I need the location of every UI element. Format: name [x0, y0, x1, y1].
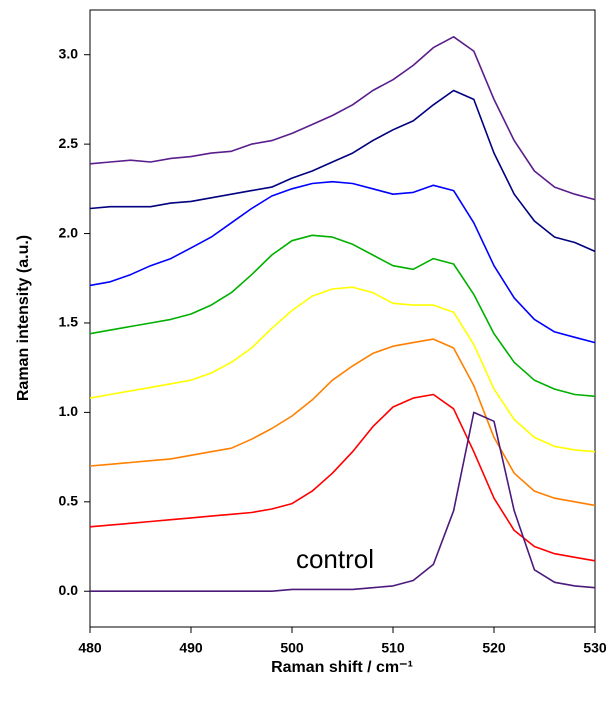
y-tick-label: 2.0: [59, 224, 79, 240]
series-line: [89, 36, 596, 201]
y-tick-label: 1.0: [59, 403, 79, 419]
x-tick-label: 510: [381, 640, 405, 656]
series-line: [89, 286, 596, 453]
y-axis-title: Raman intensity (a.u.): [15, 235, 32, 401]
x-axis-title: Raman shift / cm⁻¹: [271, 659, 413, 676]
x-tick-label: 500: [280, 640, 304, 656]
series-line: [89, 393, 596, 562]
plot-frame: [89, 9, 596, 628]
x-tick-label: 530: [583, 640, 607, 656]
y-tick-label: 0.0: [59, 582, 79, 598]
annotation: control: [296, 544, 374, 574]
y-tick-label: 3.0: [59, 45, 79, 61]
series-line: [89, 89, 596, 253]
y-tick-label: 0.5: [59, 493, 79, 509]
series-line: [89, 338, 596, 507]
series-line: [90, 411, 596, 592]
x-tick-label: 490: [179, 640, 203, 656]
series-line: [89, 234, 596, 398]
series-line: [89, 180, 596, 344]
y-tick-label: 1.5: [59, 314, 79, 330]
y-tick-label: 2.5: [59, 135, 79, 151]
x-tick-label: 520: [482, 640, 506, 656]
x-tick-label: 480: [78, 640, 102, 656]
